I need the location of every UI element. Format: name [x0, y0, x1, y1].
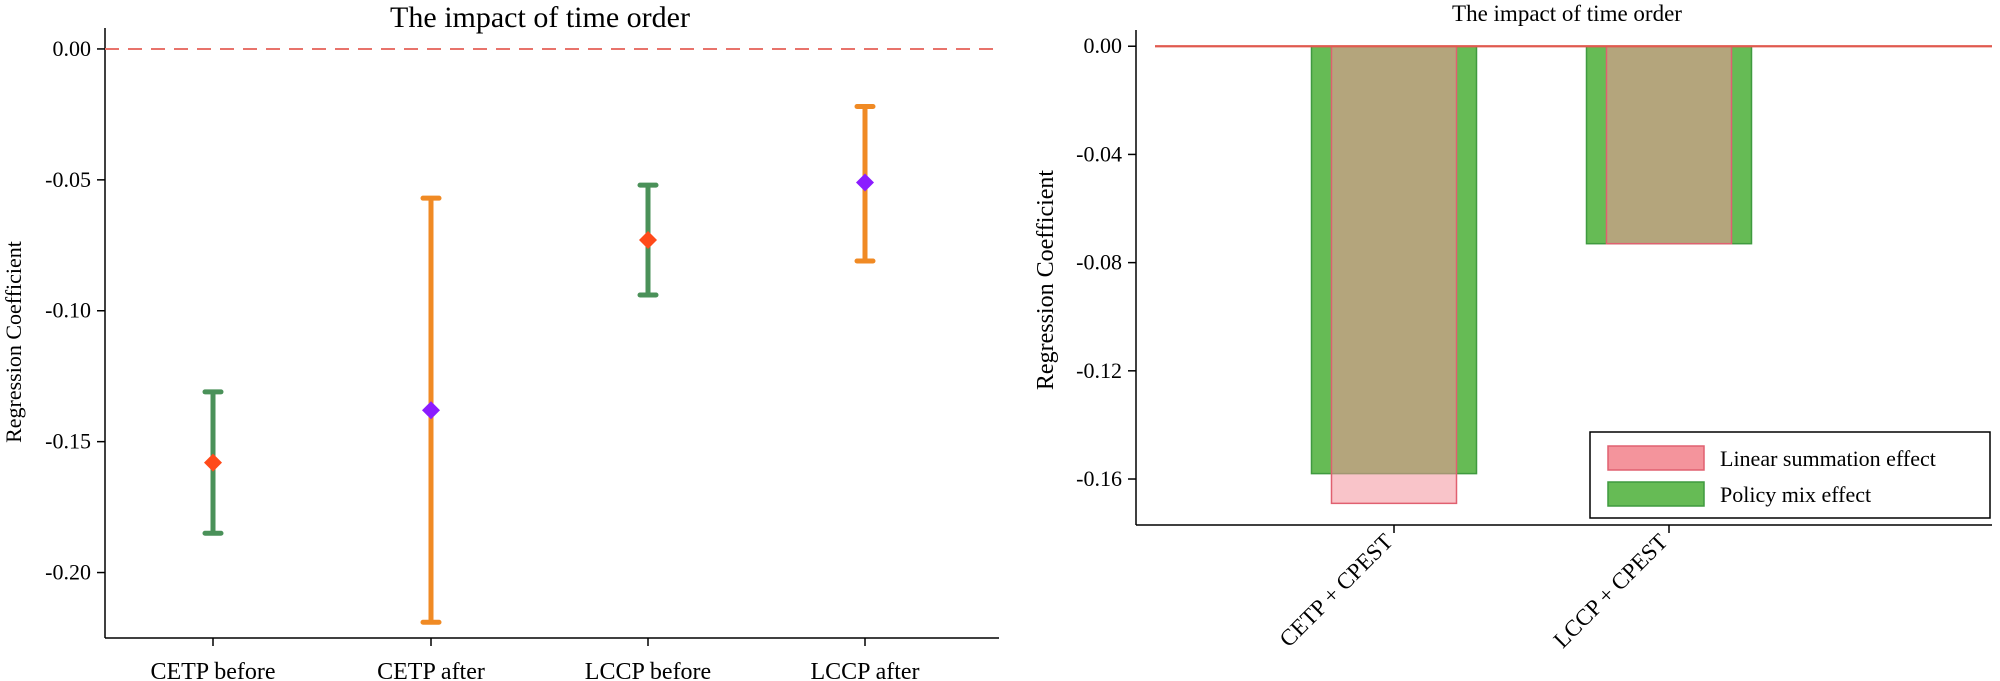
chart1-x-tick-label: CETP before	[150, 659, 275, 681]
legend-label-policy-mix: Policy mix effect	[1720, 482, 1871, 507]
bar-linear-summation-effect	[1605, 45, 1733, 245]
chart2-x-tick-label: CETP + CPEST	[1275, 529, 1398, 652]
legend-swatch-policy-mix	[1607, 481, 1705, 507]
chart2-y-tick-label: -0.12	[1076, 358, 1122, 383]
chart1-x-ticks: CETP before CETP after LCCP before LCCP aft…	[150, 638, 920, 681]
chart2-title: The impact of time order	[1452, 1, 1682, 26]
chart1-x-tick-label: LCCP after	[810, 659, 919, 681]
chart2-x-tick-label: LCCP + CPEST	[1549, 529, 1673, 653]
chart2-y-tick-label: 0.00	[1084, 33, 1123, 58]
point-estimate-marker	[856, 173, 874, 192]
chart2-y-axis-label: Regression Coefficient	[1033, 170, 1059, 391]
chart1-y-axis-label: Regression Coefficient	[1, 241, 26, 443]
chart1-y-tick-label: -0.20	[45, 560, 91, 585]
point-estimate-marker	[422, 401, 440, 420]
chart1-y-ticks: 0.00 -0.05 -0.10 -0.15 -0.20	[45, 36, 105, 585]
point-estimate-marker	[639, 231, 657, 250]
chart2-y-tick-label: -0.04	[1076, 141, 1122, 166]
legend-label-linear-summation: Linear summation effect	[1720, 446, 1936, 471]
chart1-title: The impact of time order	[390, 1, 690, 34]
chart1-y-tick-label: -0.10	[45, 298, 91, 323]
chart1-y-tick-label: -0.05	[45, 167, 91, 192]
legend-swatch-linear-summation	[1607, 445, 1705, 471]
chart2-y-ticks: 0.00 -0.04 -0.08 -0.12 -0.16	[1076, 33, 1136, 491]
chart1-x-tick-label: LCCP before	[585, 659, 711, 681]
chart2-x-ticks: CETP + CPEST LCCP + CPEST	[1275, 525, 1673, 653]
chart1-x-tick-label: CETP after	[377, 659, 485, 681]
chart1-y-tick-label: -0.15	[45, 429, 91, 454]
chart2-y-tick-label: -0.08	[1076, 250, 1122, 275]
bar-linear-summation-effect	[1330, 45, 1458, 505]
chart2-y-tick-label: -0.16	[1076, 466, 1122, 491]
chart1-marks	[202, 104, 876, 625]
bar-chart: The impact of time order Regression Coef…	[1033, 1, 1992, 653]
errorbar-chart: The impact of time order Regression Coef…	[1, 1, 999, 681]
chart2-legend: Linear summation effect Policy mix effec…	[1589, 431, 1991, 519]
chart1-y-tick-label: 0.00	[53, 36, 92, 61]
point-estimate-marker	[204, 453, 222, 472]
chart2-bars	[1310, 45, 1753, 505]
